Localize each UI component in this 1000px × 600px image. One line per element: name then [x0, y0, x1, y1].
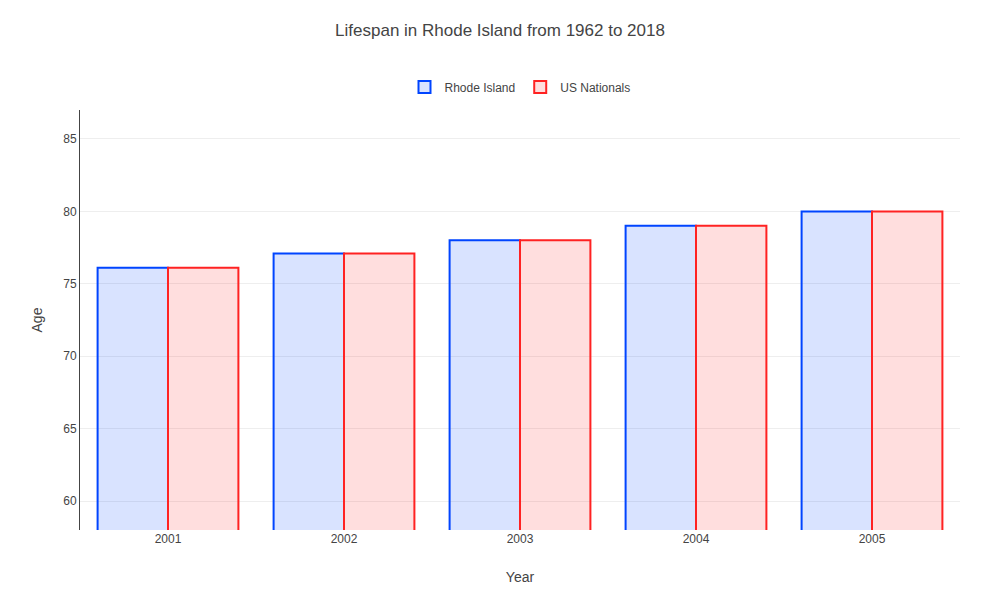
svg-text:65: 65 — [63, 422, 77, 436]
svg-text:Age: Age — [29, 307, 45, 332]
svg-text:2001: 2001 — [155, 532, 182, 546]
svg-text:70: 70 — [63, 349, 77, 363]
svg-text:80: 80 — [63, 205, 77, 219]
svg-text:85: 85 — [63, 132, 77, 146]
svg-text:60: 60 — [63, 494, 77, 508]
svg-text:2003: 2003 — [507, 532, 534, 546]
svg-text:Rhode Island: Rhode Island — [445, 81, 516, 95]
svg-text:Lifespan in Rhode Island from: Lifespan in Rhode Island from 1962 to 20… — [335, 21, 665, 40]
svg-text:2002: 2002 — [331, 532, 358, 546]
svg-text:2004: 2004 — [683, 532, 710, 546]
svg-text:75: 75 — [63, 277, 77, 291]
svg-text:US Nationals: US Nationals — [560, 81, 630, 95]
svg-text:2005: 2005 — [859, 532, 886, 546]
svg-text:Year: Year — [506, 569, 535, 585]
